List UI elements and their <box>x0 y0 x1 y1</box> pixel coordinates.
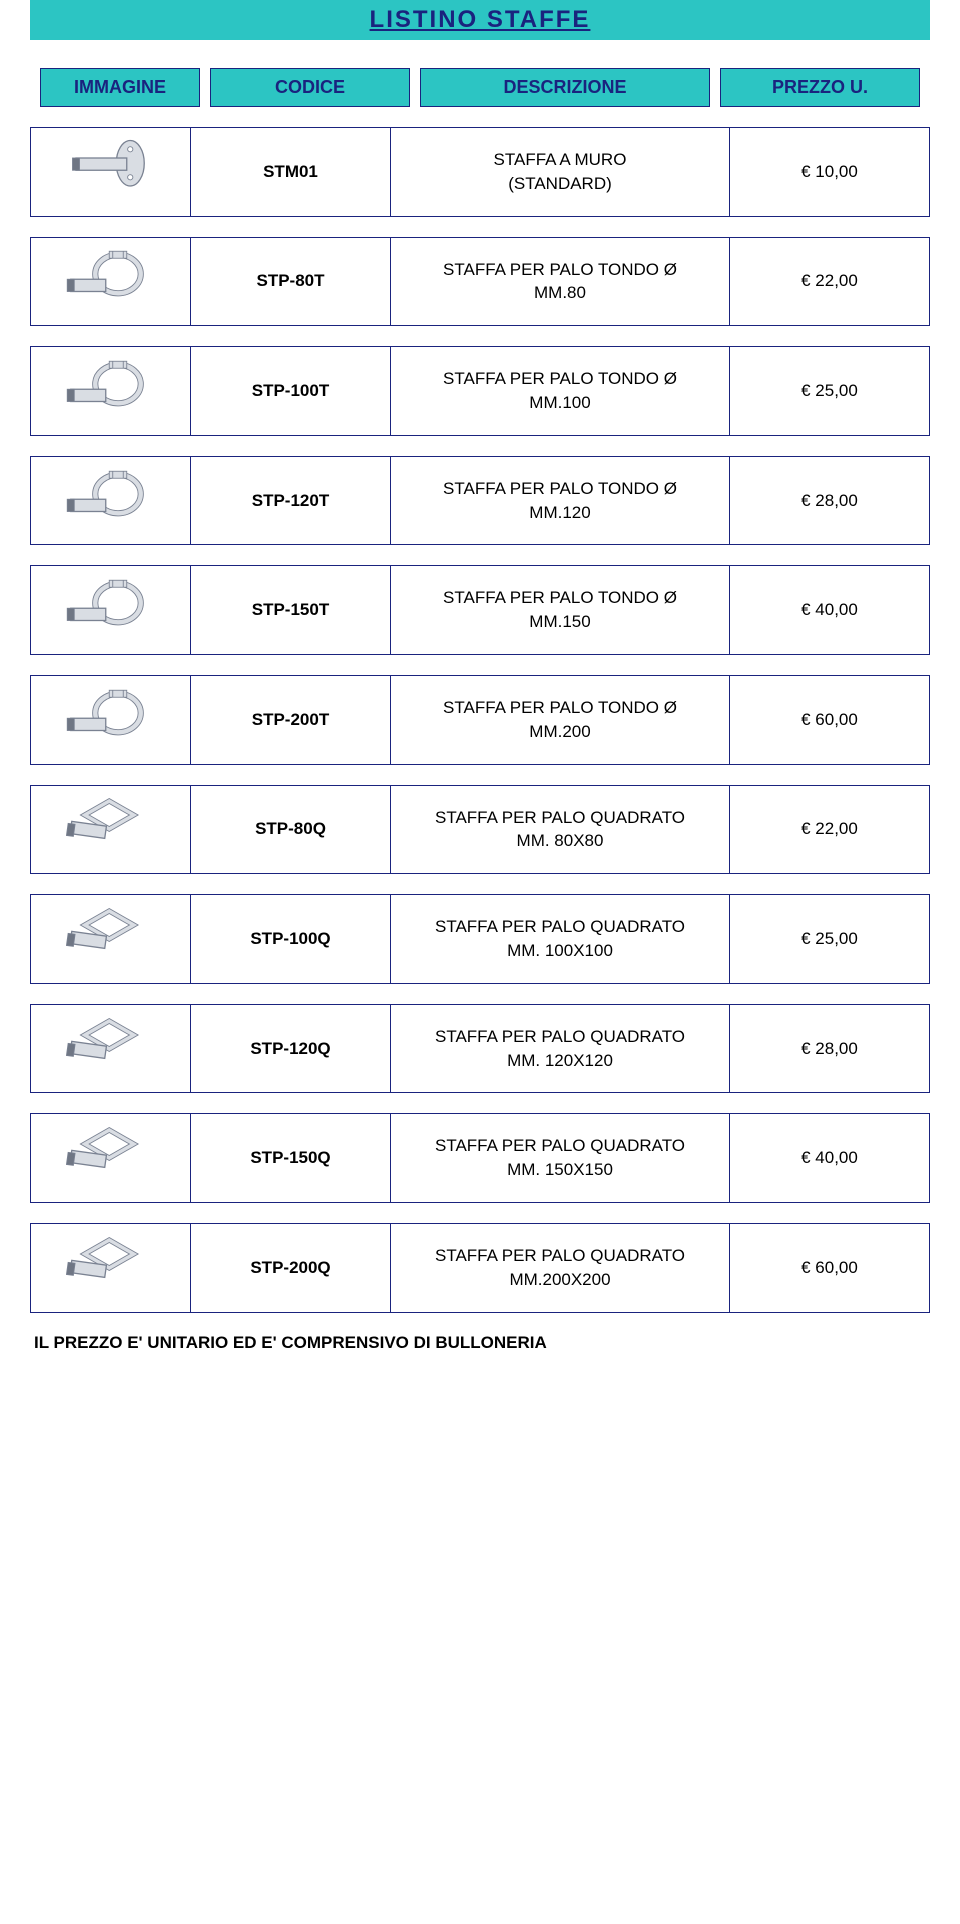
product-description: STAFFA PER PALO QUADRATOMM.200X200 <box>391 1223 730 1312</box>
product-description: STAFFA PER PALO QUADRATOMM. 100X100 <box>391 895 730 984</box>
product-row: STP-150TSTAFFA PER PALO TONDO ØMM.150€ 4… <box>30 565 930 655</box>
product-code: STP-150Q <box>191 1114 391 1203</box>
product-image <box>31 1004 191 1093</box>
bracket-icon <box>39 246 182 316</box>
product-image <box>31 456 191 545</box>
product-description: STAFFA PER PALO QUADRATOMM. 150X150 <box>391 1114 730 1203</box>
product-code: STP-120T <box>191 456 391 545</box>
product-price: € 60,00 <box>730 1223 930 1312</box>
product-row: STP-80TSTAFFA PER PALO TONDO ØMM.80€ 22,… <box>30 237 930 327</box>
product-price: € 22,00 <box>730 785 930 874</box>
product-image <box>31 566 191 655</box>
product-row: STM01STAFFA A MURO(STANDARD)€ 10,00 <box>30 127 930 217</box>
product-description: STAFFA PER PALO TONDO ØMM.200 <box>391 675 730 764</box>
product-description: STAFFA PER PALO TONDO ØMM.150 <box>391 566 730 655</box>
product-row: STP-150QSTAFFA PER PALO QUADRATOMM. 150X… <box>30 1113 930 1203</box>
bracket-icon <box>39 904 182 974</box>
product-code: STP-80Q <box>191 785 391 874</box>
product-image <box>31 347 191 436</box>
product-code: STM01 <box>191 128 391 217</box>
product-price: € 40,00 <box>730 1114 930 1203</box>
product-code: STP-100T <box>191 347 391 436</box>
product-row: STP-100QSTAFFA PER PALO QUADRATOMM. 100X… <box>30 894 930 984</box>
product-image <box>31 1114 191 1203</box>
product-row: STP-120TSTAFFA PER PALO TONDO ØMM.120€ 2… <box>30 456 930 546</box>
bracket-icon <box>39 137 182 207</box>
product-description: STAFFA PER PALO TONDO ØMM.80 <box>391 237 730 326</box>
product-price: € 40,00 <box>730 566 930 655</box>
bracket-icon <box>39 1014 182 1084</box>
product-description: STAFFA A MURO(STANDARD) <box>391 128 730 217</box>
product-image <box>31 128 191 217</box>
product-row: STP-100TSTAFFA PER PALO TONDO ØMM.100€ 2… <box>30 346 930 436</box>
page-title: LISTINO STAFFE <box>30 6 930 34</box>
product-image <box>31 237 191 326</box>
bracket-icon <box>39 794 182 864</box>
product-code: STP-120Q <box>191 1004 391 1093</box>
product-price: € 60,00 <box>730 675 930 764</box>
product-row: STP-200QSTAFFA PER PALO QUADRATOMM.200X2… <box>30 1223 930 1313</box>
header-price: PREZZO U. <box>720 68 920 107</box>
product-row: STP-200TSTAFFA PER PALO TONDO ØMM.200€ 6… <box>30 675 930 765</box>
header-row: IMMAGINE CODICE DESCRIZIONE PREZZO U. <box>30 68 930 107</box>
product-code: STP-150T <box>191 566 391 655</box>
product-code: STP-100Q <box>191 895 391 984</box>
product-description: STAFFA PER PALO QUADRATOMM. 120X120 <box>391 1004 730 1093</box>
product-image <box>31 675 191 764</box>
bracket-icon <box>39 575 182 645</box>
bracket-icon <box>39 466 182 536</box>
product-row: STP-120QSTAFFA PER PALO QUADRATOMM. 120X… <box>30 1004 930 1094</box>
product-code: STP-80T <box>191 237 391 326</box>
product-price: € 25,00 <box>730 347 930 436</box>
product-price: € 25,00 <box>730 895 930 984</box>
product-image <box>31 1223 191 1312</box>
product-price: € 28,00 <box>730 456 930 545</box>
product-row: STP-80QSTAFFA PER PALO QUADRATOMM. 80X80… <box>30 785 930 875</box>
bracket-icon <box>39 356 182 426</box>
product-code: STP-200Q <box>191 1223 391 1312</box>
product-image <box>31 895 191 984</box>
product-code: STP-200T <box>191 675 391 764</box>
bracket-icon <box>39 1123 182 1193</box>
product-price: € 22,00 <box>730 237 930 326</box>
bracket-icon <box>39 1233 182 1303</box>
header-code: CODICE <box>210 68 410 107</box>
header-image: IMMAGINE <box>40 68 200 107</box>
product-image <box>31 785 191 874</box>
product-description: STAFFA PER PALO TONDO ØMM.120 <box>391 456 730 545</box>
product-price: € 28,00 <box>730 1004 930 1093</box>
header-desc: DESCRIZIONE <box>420 68 710 107</box>
product-description: STAFFA PER PALO QUADRATOMM. 80X80 <box>391 785 730 874</box>
footer-note: IL PREZZO E' UNITARIO ED E' COMPRENSIVO … <box>30 1333 930 1353</box>
bracket-icon <box>39 685 182 755</box>
page-title-bar: LISTINO STAFFE <box>30 0 930 40</box>
product-description: STAFFA PER PALO TONDO ØMM.100 <box>391 347 730 436</box>
product-price: € 10,00 <box>730 128 930 217</box>
